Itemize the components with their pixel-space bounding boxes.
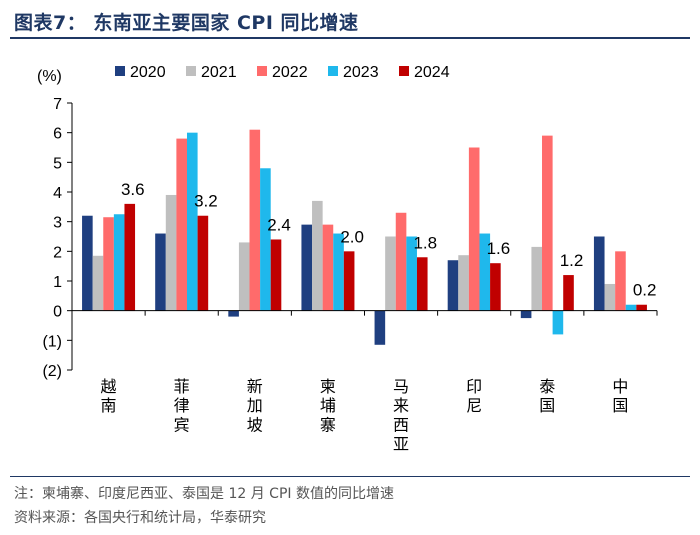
bar-2023-0 [113,214,125,311]
x-category-label-4: 马来西亚 [393,378,409,454]
legend-swatch-2024 [399,66,409,76]
cpi-bar-chart: (%) 7 6 5 4 3 2 1 0 (1) (2) 3.6 3.2 2.4 2.0 1.8 1.6 1.2 0.… [37,64,658,454]
chart-source: 资料来源：各国央行和统计局，华泰研究 [14,510,266,526]
legend-swatch-2022 [257,66,267,76]
x-category-label-6: 泰国 [539,378,555,415]
bar-2020-4 [374,310,386,345]
bar-2024-2 [270,239,282,311]
data-label-5: 1.6 [487,239,511,258]
bar-2021-7 [604,283,616,311]
x-category-label-7: 中国 [612,378,628,415]
bar-2020-7 [593,236,605,311]
bar-2021-0 [92,255,104,311]
bar-2021-1 [165,194,177,311]
bar-2022-5 [468,147,480,311]
bar-2023-7 [625,304,637,311]
bar-2020-0 [82,215,93,311]
y-axis-unit-label: (%) [37,68,62,85]
bar-2023-5 [479,233,491,311]
bar-2023-1 [186,132,198,311]
bar-2020-1 [155,233,166,311]
data-label-4: 1.8 [413,233,437,252]
bar-2022-0 [103,217,114,311]
y-tick-label: 4 [53,185,62,202]
y-tick-label: (2) [42,363,62,380]
bar-2022-7 [615,251,626,311]
legend-swatch-2023 [328,66,338,76]
bar-2022-2 [249,129,261,311]
bar-2023-6 [552,310,564,335]
bar-2023-3 [333,233,344,311]
bar-2020-5 [447,260,459,311]
y-tick-label: 0 [53,304,62,321]
legend-label-2022: 2022 [272,64,308,81]
bar-2024-5 [490,263,501,311]
data-label-3: 2.0 [340,227,364,246]
data-label-1: 3.2 [194,192,218,211]
bar-2023-2 [260,168,271,311]
bar-2021-2 [238,242,250,311]
legend-swatch-2021 [186,66,196,76]
y-tick-label: 2 [53,244,62,261]
legend-label-2024: 2024 [414,64,450,81]
page-title: 图表7： 东南亚主要国家 CPI 同比增速 [14,12,359,34]
title-divider [10,37,690,39]
chart-note: 注：柬埔寨、印度尼西亚、泰国是 12 月 CPI 数值的同比增速 [14,486,394,502]
bar-2024-4 [416,257,428,311]
y-tick-label: 7 [53,96,62,113]
bar-2021-6 [531,246,543,311]
x-category-label-0: 越南 [101,378,117,415]
bar-2023-4 [406,236,417,311]
data-label-7: 0.2 [633,281,657,300]
legend-swatch-2020 [115,66,125,76]
bar-2020-2 [228,310,239,317]
bar-2020-3 [301,224,313,311]
bar-2021-4 [385,236,396,311]
bar-2022-6 [542,135,553,311]
x-category-label-5: 印尼 [466,378,482,415]
x-category-label-2: 新加坡 [247,378,263,434]
legend-label-2023: 2023 [343,64,379,81]
bar-2024-0 [124,203,136,311]
y-tick-label: 6 [53,126,62,143]
bar-2024-1 [197,215,209,311]
x-category-label-3: 柬埔寨 [320,378,336,434]
y-tick-label: 5 [53,155,62,172]
bar-2024-3 [343,251,355,311]
bar-2022-3 [322,224,334,311]
y-tick-label: 1 [53,274,62,291]
x-category-label-1: 菲律宾 [174,378,190,434]
legend-label-2021: 2021 [201,64,237,81]
footer-divider [10,476,690,477]
data-label-6: 1.2 [560,251,584,270]
bar-2024-6 [563,275,574,311]
bar-2022-1 [176,138,187,311]
data-label-2: 2.4 [267,215,291,234]
bar-2024-7 [636,304,647,311]
bar-2022-4 [395,212,407,311]
data-label-0: 3.6 [121,180,145,199]
bar-2021-5 [458,255,469,311]
bar-2021-3 [312,200,323,311]
y-tick-label: (1) [42,333,62,350]
legend-label-2020: 2020 [130,64,166,81]
y-tick-label: 3 [53,215,62,232]
bar-2020-6 [520,310,532,319]
